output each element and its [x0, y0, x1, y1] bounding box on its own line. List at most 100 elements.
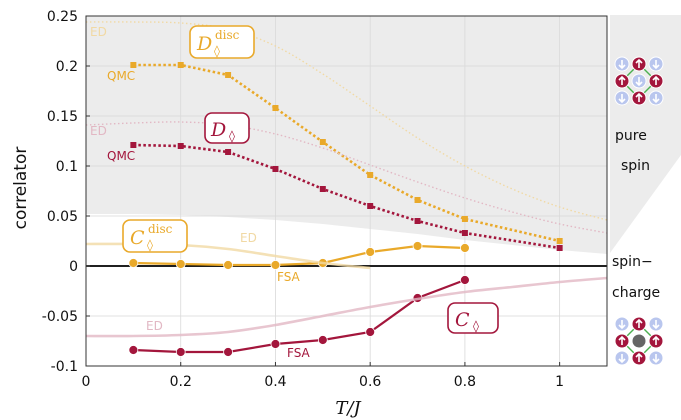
- arrow-head: [652, 335, 660, 341]
- svg-text:C: C: [130, 227, 145, 249]
- x-tick-label: 0.6: [359, 374, 381, 390]
- x-tick-label: 0.4: [264, 374, 286, 390]
- y-tick-label: 0.1: [56, 159, 78, 175]
- tag-d: D ◊: [204, 112, 250, 144]
- series-0-qmc-point: [130, 62, 137, 68]
- annotation-fsa-c: FSA: [287, 346, 311, 360]
- arrow-head: [635, 81, 643, 87]
- series-7-ed-line: [85, 276, 608, 338]
- series-3-fsa-point: [460, 275, 470, 285]
- arrow-head: [652, 98, 660, 104]
- series-2-fsa-point: [270, 260, 281, 270]
- arrow-head: [635, 318, 643, 324]
- series-0-qmc-point: [367, 172, 374, 178]
- side-label-charge: charge: [612, 285, 660, 301]
- arrow-head: [635, 58, 643, 64]
- arrow-head: [635, 352, 643, 358]
- series-3-fsa-point: [365, 327, 376, 337]
- y-tick-label: 0: [69, 259, 78, 275]
- arrow-head: [618, 98, 626, 104]
- side-label-spin: spin: [621, 158, 650, 174]
- y-axis-label: correlator: [11, 147, 31, 230]
- side-label-spin-dash: spin−: [612, 254, 653, 270]
- series-4-ed-dotted-line: [85, 21, 608, 221]
- arrow-head: [618, 75, 626, 81]
- svg-text:C: C: [455, 309, 470, 331]
- series-0-qmc-point: [461, 216, 468, 222]
- series-0-qmc-point: [177, 62, 184, 68]
- series-3-fsa-line: [133, 278, 466, 354]
- series-1-qmc-point: [556, 245, 563, 251]
- series-3-fsa-point: [175, 347, 186, 357]
- series-2-fsa-point: [175, 259, 186, 269]
- y-tick-label: 0.2: [56, 59, 78, 75]
- y-tick-label: 0.25: [47, 9, 78, 25]
- x-axis-label: T/J: [335, 398, 362, 419]
- svg-text:◊: ◊: [214, 44, 220, 58]
- svg-text:D: D: [210, 119, 226, 141]
- series-1-qmc-point: [367, 203, 374, 209]
- arrow-head: [618, 335, 626, 341]
- y-tick-label: 0.05: [47, 209, 78, 225]
- y-tick-label: -0.1: [51, 359, 78, 375]
- annotation-ed-mid: ED: [90, 124, 107, 138]
- series-2-fsa-point: [128, 258, 139, 268]
- series-0-qmc-point: [319, 139, 326, 145]
- arrow-head: [652, 324, 660, 330]
- series-2-fsa-line: [133, 244, 465, 267]
- tag-c-disc: C disc ◊: [122, 219, 188, 253]
- series-1-qmc-point: [461, 230, 468, 236]
- annotation-qmc-mid: QMC: [107, 149, 135, 163]
- series-3-fsa-point: [317, 335, 328, 345]
- arrow-head: [618, 324, 626, 330]
- series-2-fsa-point: [412, 241, 423, 251]
- svg-text:D: D: [196, 33, 212, 55]
- series-3-fsa-point: [270, 339, 281, 349]
- spin-charge-lattice-icon: [614, 316, 664, 366]
- series-1-qmc-point: [319, 186, 326, 192]
- series-2-fsa-point: [460, 243, 470, 253]
- series-5-ed-dotted-line: [85, 121, 608, 234]
- x-tick-label: 1: [555, 374, 564, 390]
- series-0-qmc-point: [556, 238, 563, 244]
- series-1-qmc-point: [272, 166, 279, 172]
- y-tick-label: 0.15: [47, 109, 78, 125]
- series-3-fsa-point: [128, 345, 139, 355]
- tick-labels: 0 0.2 0.4 0.6 0.8 1 0.25 0.2 0.15 0.1 0.05 0 -0.05 -0…: [42, 9, 564, 390]
- svg-text:◊: ◊: [147, 238, 153, 252]
- pure-spin-lattice-icon: [614, 56, 664, 106]
- x-tick-label: 0: [82, 374, 91, 390]
- arrow-head: [618, 64, 626, 70]
- series-0-qmc-point: [272, 105, 279, 111]
- series-1-qmc-point: [130, 142, 137, 148]
- series-3-fsa-point: [223, 347, 233, 357]
- annotation-ed-cdisc: ED: [240, 231, 257, 245]
- lattice-site: [631, 333, 647, 349]
- series-1-qmc-point: [225, 149, 232, 155]
- arrow-head: [652, 64, 660, 70]
- arrow-head: [635, 92, 643, 98]
- svg-text:◊: ◊: [229, 129, 235, 143]
- y-tick-label: -0.05: [42, 309, 78, 325]
- series-1-qmc-point: [177, 143, 184, 149]
- series-0-qmc-point: [225, 72, 232, 78]
- axes-frame: [85, 15, 608, 367]
- annotation-ed-c: ED: [146, 319, 163, 333]
- svg-text:◊: ◊: [473, 319, 479, 333]
- arrow-head: [652, 75, 660, 81]
- x-tick-label: 0.2: [170, 374, 192, 390]
- annotation-fsa-cdisc: FSA: [277, 270, 301, 284]
- tag-c: C ◊: [447, 302, 499, 334]
- annotation-qmc-top: QMC: [107, 69, 135, 83]
- annotation-ed-top: ED: [90, 25, 107, 39]
- arrow-head: [652, 358, 660, 364]
- series-1-qmc-point: [414, 218, 421, 224]
- series-2-fsa-point: [365, 247, 376, 257]
- tag-d-disc: D disc ◊: [189, 25, 255, 59]
- svg-text:disc: disc: [148, 222, 173, 236]
- series-0-qmc-point: [414, 197, 421, 203]
- series-2-fsa-point: [223, 260, 233, 270]
- x-tick-label: 0.8: [454, 374, 476, 390]
- pure-spin-shaded-region: [86, 16, 607, 254]
